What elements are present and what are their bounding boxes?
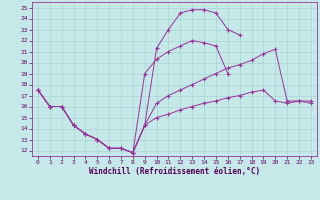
X-axis label: Windchill (Refroidissement éolien,°C): Windchill (Refroidissement éolien,°C) xyxy=(89,167,260,176)
